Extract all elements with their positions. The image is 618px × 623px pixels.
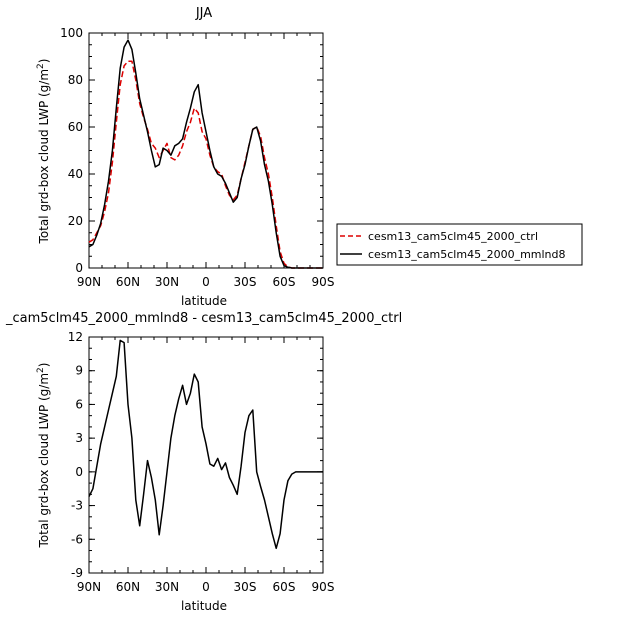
x-tick-label: 30N bbox=[155, 580, 179, 594]
y-tick-label: 40 bbox=[68, 167, 83, 181]
legend-label-ctrl: cesm13_cam5clm45_2000_ctrl bbox=[368, 230, 538, 243]
y-tick-label: 0 bbox=[75, 261, 83, 275]
x-tick-label: 60S bbox=[273, 580, 296, 594]
top-y-axis-label: Total grd-box cloud LWP (g/m2) bbox=[36, 59, 51, 245]
x-tick-label: 0 bbox=[202, 275, 210, 289]
series-line-difference bbox=[88, 339, 323, 550]
x-tick-label: 90S bbox=[312, 275, 335, 289]
plot-frame bbox=[88, 336, 324, 574]
x-tick-label: 60S bbox=[273, 275, 296, 289]
top-panel: JJA 90N 60N 30N 0 30S 60S 90S 0 20 40 60 80 100 lati… bbox=[36, 6, 334, 308]
top-chart-title: JJA bbox=[195, 6, 212, 21]
x-tick-label: 0 bbox=[202, 580, 210, 594]
top-plot-area: 90N 60N 30N 0 30S 60S 90S 0 20 40 60 80 100 bbox=[60, 26, 334, 289]
bottom-plot-area: 90N 60N 30N 0 30S 60S 90S -9 -6 -3 0 3 6 9 12 bbox=[68, 330, 335, 594]
y-tick-label: 0 bbox=[75, 465, 83, 479]
x-tick-label: 30S bbox=[234, 580, 257, 594]
x-tick-label: 90N bbox=[77, 275, 101, 289]
y-tick-label: 9 bbox=[75, 364, 83, 378]
y-tick-label: 60 bbox=[68, 120, 83, 134]
x-tick-label: 30S bbox=[234, 275, 257, 289]
y-tick-label: 3 bbox=[75, 431, 83, 445]
bottom-chart-title: _cam5clm45_2000_mmlnd8 - cesm13_cam5clm4… bbox=[5, 311, 402, 326]
x-tick-label: 90N bbox=[77, 580, 101, 594]
y-tick-label: 20 bbox=[68, 214, 83, 228]
y-tick-label: 6 bbox=[75, 397, 83, 411]
bottom-x-axis-label: latitude bbox=[181, 599, 227, 613]
series-line-cesm13_cam5clm45_2000_mmlnd8 bbox=[88, 39, 323, 269]
y-tick-label: 12 bbox=[68, 330, 83, 344]
x-tick-label: 30N bbox=[155, 275, 179, 289]
y-tick-label: -9 bbox=[71, 566, 83, 580]
legend-box bbox=[336, 223, 583, 266]
x-tick-label: 60N bbox=[116, 275, 140, 289]
x-tick-label: 60N bbox=[116, 580, 140, 594]
bottom-y-axis-label: Total grd-box cloud LWP (g/m2) bbox=[36, 363, 51, 549]
legend-label-mmlnd8: cesm13_cam5clm45_2000_mmlnd8 bbox=[368, 248, 566, 261]
x-tick-label: 90S bbox=[312, 580, 335, 594]
y-tick-label: 100 bbox=[60, 26, 83, 40]
legend: cesm13_cam5clm45_2000_ctrl cesm13_cam5cl… bbox=[336, 223, 583, 266]
y-tick-label: -3 bbox=[71, 499, 83, 513]
y-tick-label: 80 bbox=[68, 73, 83, 87]
series-line-cesm13_cam5clm45_2000_ctrl bbox=[88, 60, 323, 269]
y-tick-label: -6 bbox=[71, 532, 83, 546]
bottom-panel: _cam5clm45_2000_mmlnd8 - cesm13_cam5clm4… bbox=[5, 311, 402, 613]
top-x-axis-label: latitude bbox=[181, 294, 227, 308]
